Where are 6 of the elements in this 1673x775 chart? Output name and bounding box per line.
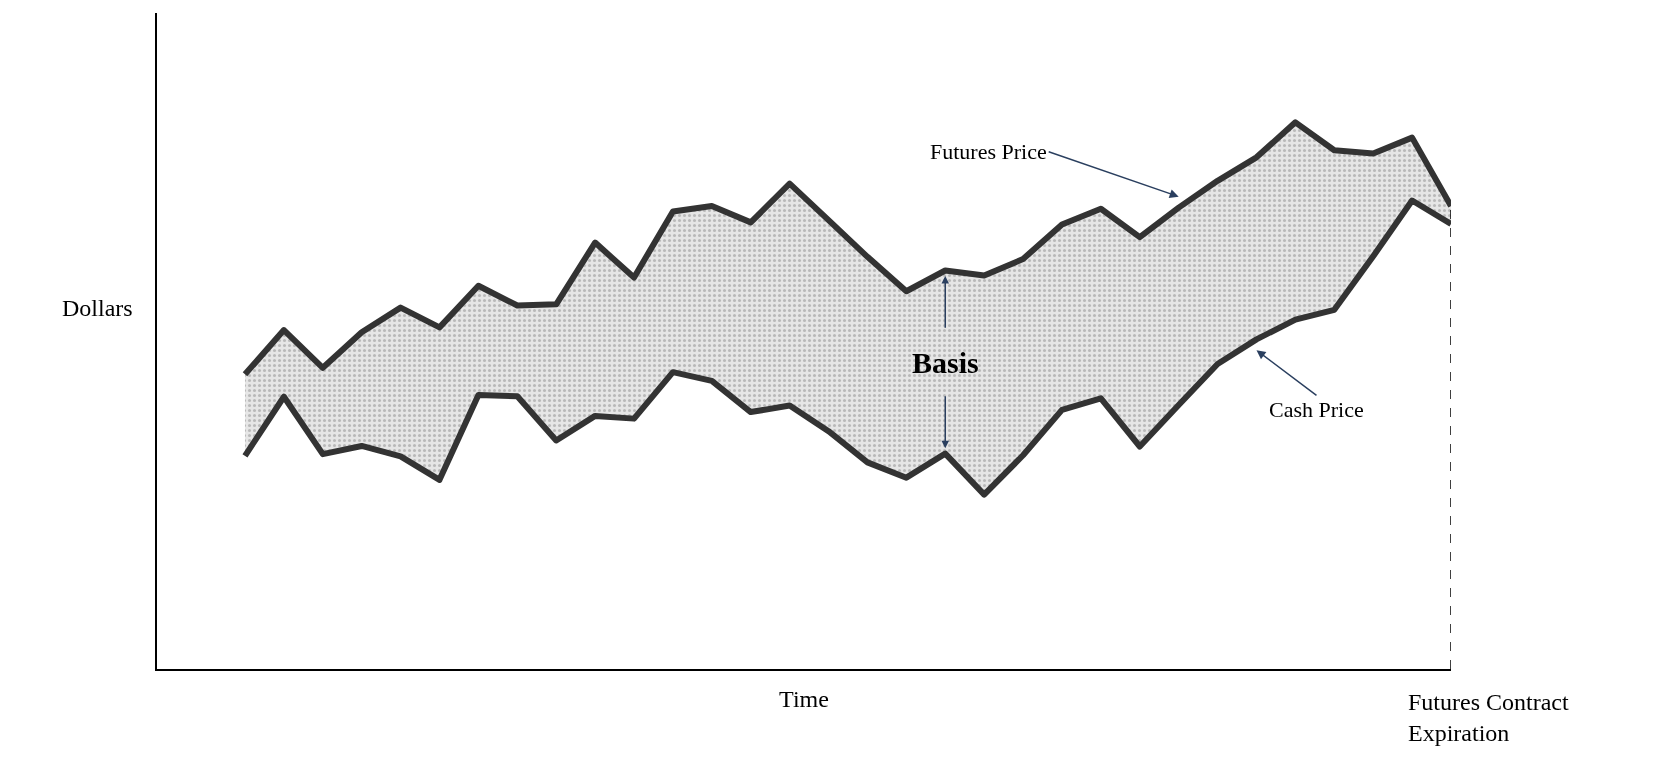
text: Futures Contract Expiration xyxy=(1408,689,1569,747)
annotation: Futures Price xyxy=(930,139,1047,164)
y-axis-title: Dollars xyxy=(62,295,133,321)
annotation: Cash Price xyxy=(1269,397,1364,422)
x-axis-title: Time xyxy=(779,685,829,712)
annotation: Basis xyxy=(912,346,979,379)
